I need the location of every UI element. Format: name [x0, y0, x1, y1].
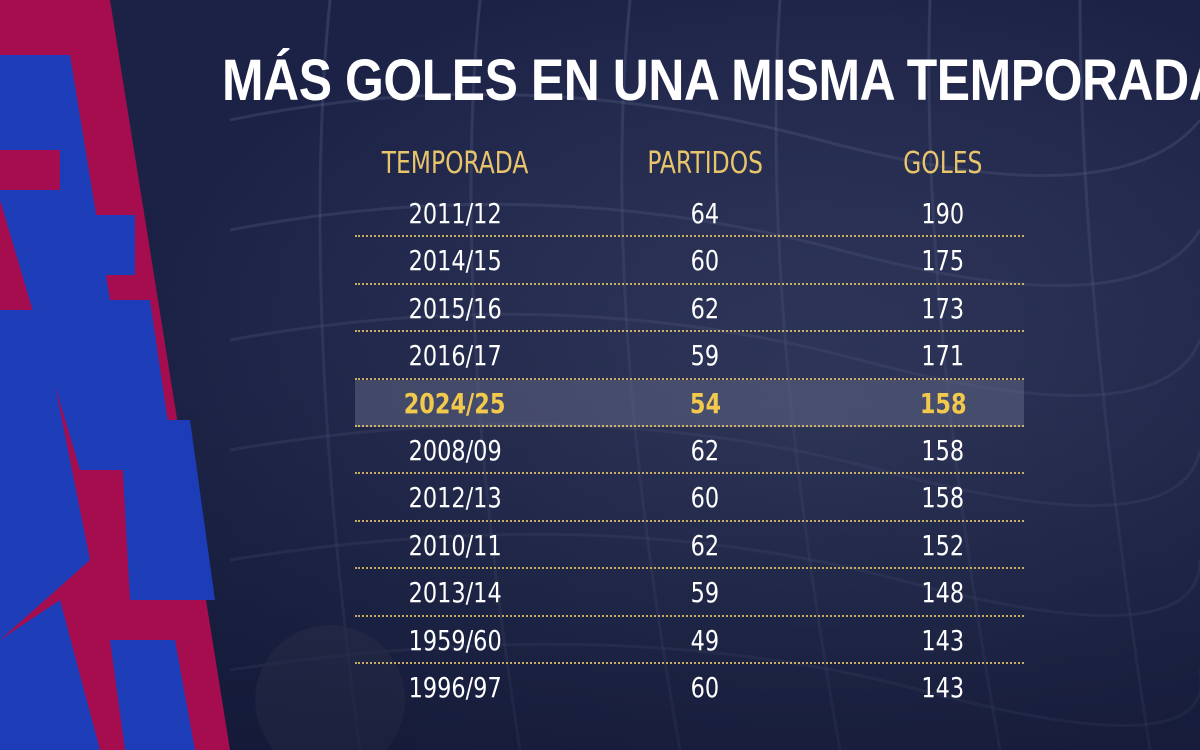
table-row: 1959/60 49 143: [355, 617, 1024, 664]
matches-cell: 60: [690, 670, 720, 704]
matches-cell: 62: [690, 291, 720, 325]
goals-cell: 190: [921, 197, 965, 230]
matches-cell: 62: [690, 528, 720, 562]
matches-cell: 59: [690, 576, 720, 610]
table-header: TEMPORADA PARTIDOS GOLES: [355, 142, 1024, 186]
season-cell: 2016/17: [408, 339, 502, 373]
blaugrana-stripes: [0, 0, 230, 750]
goals-cell: 158: [921, 433, 965, 467]
season-cell: 2008/09: [408, 433, 502, 467]
goals-cell: 152: [921, 528, 965, 562]
matches-cell: 54: [689, 386, 721, 420]
season-cell: 2013/14: [408, 576, 502, 610]
stats-table: 2011/12 64 190 2014/15 60 175 2015/16 62…: [355, 190, 1024, 711]
goals-cell: 158: [919, 386, 967, 420]
goals-cell: 143: [921, 670, 965, 704]
header-matches: PARTIDOS: [647, 146, 763, 181]
season-cell: 2012/13: [408, 481, 502, 515]
table-row: 2015/16 62 173: [355, 285, 1024, 333]
matches-cell: 64: [690, 197, 720, 230]
matches-cell: 60: [690, 244, 720, 278]
season-cell: 1959/60: [408, 623, 502, 657]
season-cell: 2011/12: [408, 197, 502, 230]
table-row: 2008/09 62 158: [355, 427, 1024, 475]
table-row: 2014/15 60 175: [355, 237, 1024, 285]
goals-cell: 173: [921, 291, 965, 325]
goals-cell: 148: [921, 576, 965, 610]
table-row: 2016/17 59 171: [355, 332, 1024, 380]
season-cell: 2014/15: [408, 244, 502, 278]
page-title: MÁS GOLES EN UNA MISMA TEMPORADA: [222, 48, 1200, 113]
table-row-highlighted: 2024/25 54 158: [355, 379, 1024, 427]
table-row: 2010/11 62 152: [355, 522, 1024, 570]
goals-cell: 171: [921, 339, 965, 373]
matches-cell: 59: [690, 339, 720, 373]
season-cell: 2010/11: [408, 528, 502, 562]
goals-cell: 175: [921, 244, 965, 278]
goals-cell: 158: [921, 481, 965, 515]
goals-cell: 143: [921, 623, 965, 657]
table-row: 2013/14 59 148: [355, 569, 1024, 617]
header-goals: GOLES: [903, 146, 983, 181]
matches-cell: 60: [690, 481, 720, 515]
table-row: 1996/97 60 143: [355, 664, 1024, 711]
table-row: 2012/13 60 158: [355, 474, 1024, 522]
matches-cell: 62: [690, 433, 720, 467]
matches-cell: 49: [690, 623, 720, 657]
season-cell: 2024/25: [404, 386, 506, 420]
header-season: TEMPORADA: [381, 146, 529, 181]
season-cell: 1996/97: [408, 670, 502, 704]
table-row: 2011/12 64 190: [355, 190, 1024, 238]
season-cell: 2015/16: [408, 291, 502, 325]
